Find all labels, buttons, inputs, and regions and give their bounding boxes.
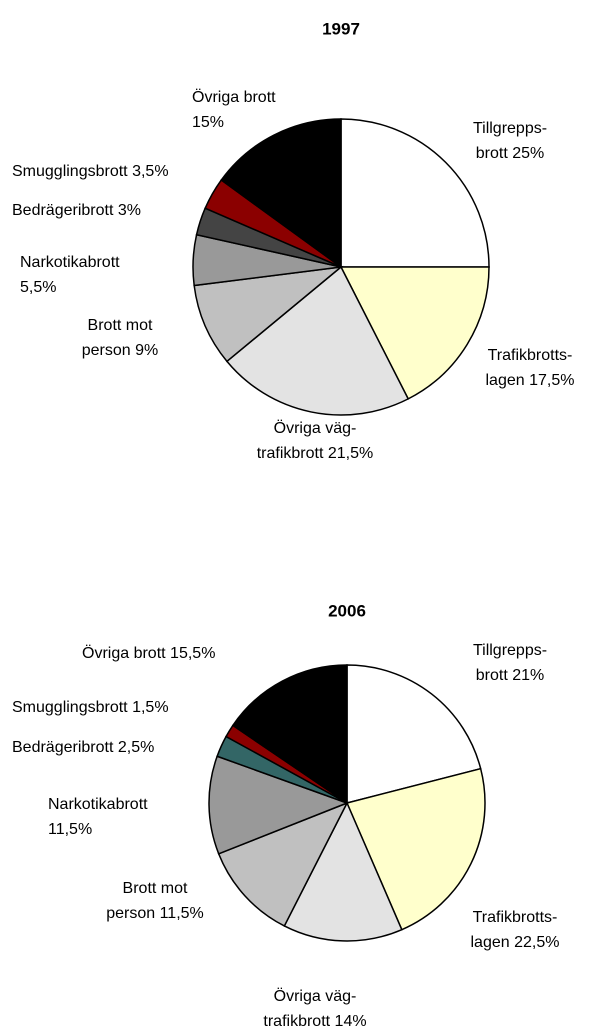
label-box: Övriga brott 15% bbox=[192, 85, 332, 135]
value-label: 21,5% bbox=[327, 445, 374, 462]
slice-label: Bedrägeribrott 2,5% bbox=[12, 735, 212, 760]
chart-title: 2006 bbox=[328, 601, 366, 620]
slice-label: Övriga väg- trafikbrott 14% bbox=[240, 984, 390, 1029]
label-box: Tillgrepps- brott 25% bbox=[455, 116, 565, 166]
category-label: Brott mot person bbox=[81, 317, 153, 359]
value-label: 2,5% bbox=[117, 739, 155, 756]
pie-slice bbox=[208, 755, 350, 855]
slice-label: Tillgrepps- brott 25% bbox=[455, 116, 565, 166]
value-label: 25% bbox=[512, 145, 545, 162]
pie-slice bbox=[225, 265, 410, 416]
label-box: Narkotikabrott 5,5% bbox=[20, 250, 170, 300]
slice-label: Trafikbrotts- lagen 17,5% bbox=[465, 343, 593, 393]
category-label: Övriga väg- trafikbrott bbox=[256, 420, 357, 462]
value-label: 1,5% bbox=[132, 699, 169, 716]
category-label: Bedrägeribrott bbox=[12, 739, 114, 756]
slice-label: Narkotikabrott 5,5% bbox=[20, 250, 170, 300]
label-box: Övriga väg- trafikbrott 14% bbox=[240, 984, 390, 1029]
slice-label: Smugglingsbrott 1,5% bbox=[12, 695, 242, 720]
pie-slice bbox=[345, 767, 486, 931]
slice-label: Övriga väg- trafikbrott 21,5% bbox=[235, 416, 395, 466]
category-label: Trafikbrotts- lagen bbox=[470, 909, 558, 951]
slice-label: Bedrägeribrott 3% bbox=[12, 198, 212, 223]
value-label: 14% bbox=[334, 1013, 367, 1029]
value-label: 17,5% bbox=[529, 372, 575, 389]
pie-slice bbox=[339, 266, 490, 400]
label-box: Trafikbrotts- lagen 22,5% bbox=[450, 905, 580, 955]
category-label: Smugglingsbrott bbox=[12, 163, 128, 180]
slice-label: Smugglingsbrott 3,5% bbox=[12, 159, 242, 184]
chart-title: 1997 bbox=[322, 19, 360, 38]
category-label: Tillgrepps- brott bbox=[472, 642, 548, 684]
label-box: Trafikbrotts- lagen 17,5% bbox=[465, 343, 593, 393]
category-label: Trafikbrotts- lagen bbox=[485, 347, 573, 389]
value-label: 22,5% bbox=[514, 934, 560, 951]
value-label: 11,5% bbox=[48, 821, 93, 838]
pie-slice bbox=[340, 118, 490, 268]
slice-label: Narkotikabrott 11,5% bbox=[48, 792, 198, 842]
category-label: Tillgrepps- brott bbox=[472, 120, 548, 162]
pie-slice bbox=[220, 118, 342, 269]
slice-label: Trafikbrotts- lagen 22,5% bbox=[450, 905, 580, 955]
value-label: 21% bbox=[512, 667, 545, 684]
label-box: Bedrägeribrott 3% bbox=[12, 198, 212, 223]
pie-slice bbox=[231, 664, 348, 805]
label-box: Övriga brott 15,5% bbox=[82, 641, 332, 666]
category-label: Övriga brott bbox=[192, 89, 276, 106]
value-label: 3,5% bbox=[132, 163, 169, 180]
value-label: 9% bbox=[135, 342, 159, 359]
slice-label: Brott mot person 11,5% bbox=[80, 876, 230, 926]
label-box: Brott mot person 9% bbox=[45, 313, 195, 363]
category-label: Brott mot person bbox=[106, 880, 188, 922]
category-label: Narkotikabrott bbox=[48, 796, 148, 813]
pie-slice bbox=[346, 664, 482, 804]
label-box: Smugglingsbrott 3,5% bbox=[12, 159, 242, 184]
value-label: 3% bbox=[117, 202, 141, 219]
value-label: 15% bbox=[192, 114, 225, 131]
label-box: Övriga väg- trafikbrott 21,5% bbox=[235, 416, 395, 466]
pie-slice bbox=[283, 801, 403, 942]
label-box: Smugglingsbrott 1,5% bbox=[12, 695, 242, 720]
category-label: Narkotikabrott bbox=[20, 254, 120, 271]
label-box: Tillgrepps- brott 21% bbox=[455, 638, 565, 688]
pie-slice bbox=[193, 265, 344, 363]
value-label: 5,5% bbox=[20, 279, 57, 296]
label-box: Brott mot person 11,5% bbox=[80, 876, 230, 926]
slice-label: Övriga brott 15% bbox=[192, 85, 332, 135]
slice-label: Tillgrepps- brott 21% bbox=[455, 638, 565, 688]
label-box: Narkotikabrott 11,5% bbox=[48, 792, 198, 842]
value-label: 15,5% bbox=[170, 645, 216, 662]
category-label: Övriga brott bbox=[82, 645, 166, 662]
slice-label: Övriga brott 15,5% bbox=[82, 641, 332, 666]
category-label: Övriga väg- trafikbrott bbox=[263, 988, 357, 1029]
category-label: Smugglingsbrott bbox=[12, 699, 128, 716]
pie-slice bbox=[217, 801, 349, 927]
category-label: Bedrägeribrott bbox=[12, 202, 114, 219]
slice-label: Brott mot person 9% bbox=[45, 313, 195, 363]
label-box: Bedrägeribrott 2,5% bbox=[12, 735, 212, 760]
value-label: 11,5% bbox=[159, 905, 204, 922]
